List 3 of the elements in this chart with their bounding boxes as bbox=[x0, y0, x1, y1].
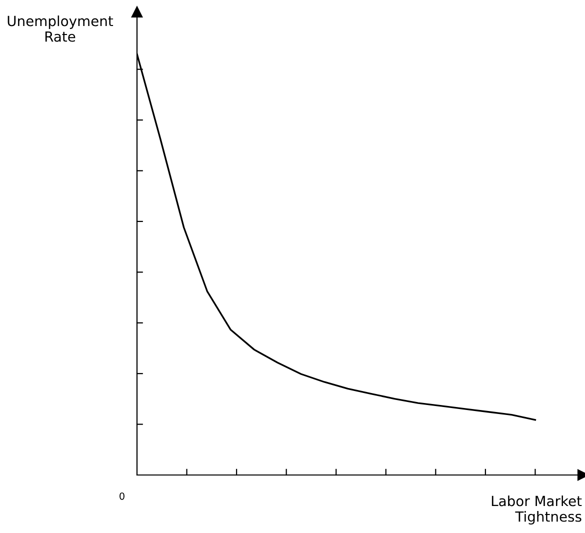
y-axis-title: Unemployment Rate bbox=[8, 16, 114, 42]
x-axis-title: Labor Market Tightness bbox=[492, 496, 582, 524]
text: 0 bbox=[120, 492, 124, 500]
